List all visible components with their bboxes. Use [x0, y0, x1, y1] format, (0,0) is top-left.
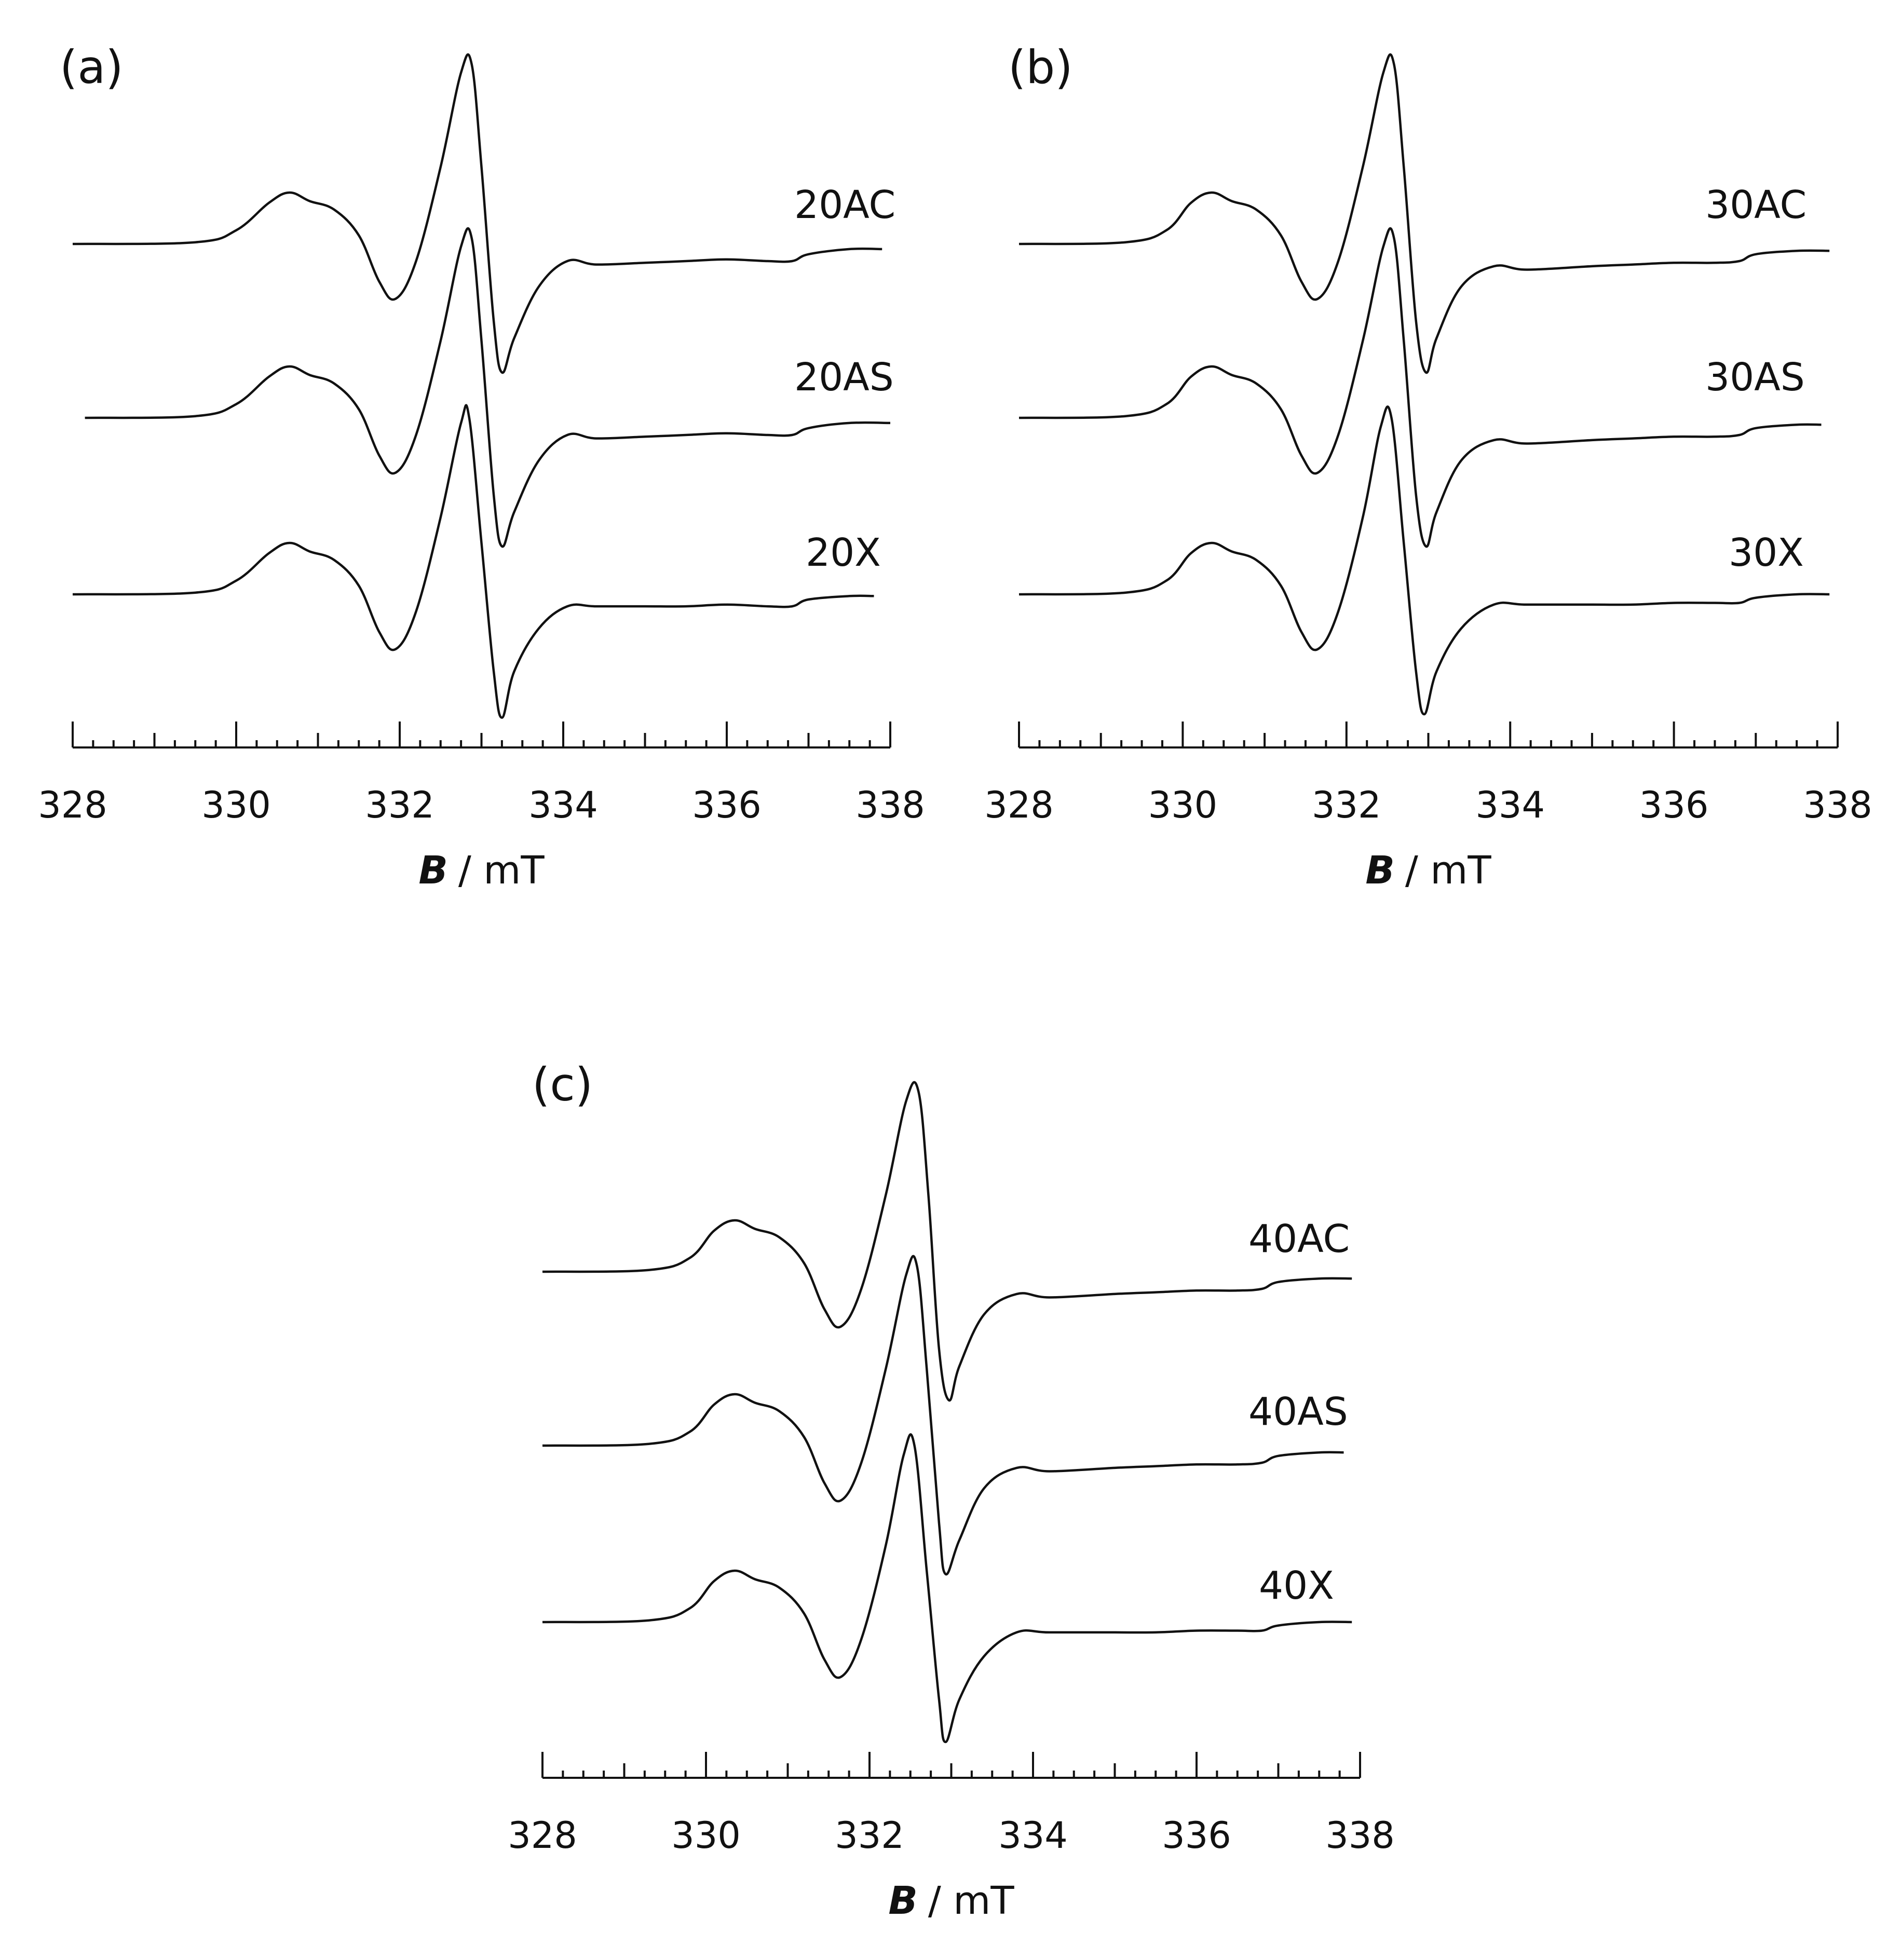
x-axis-symbol: B	[1365, 848, 1394, 893]
trace-40AS	[542, 1255, 1344, 1576]
trace-40AC	[542, 1081, 1352, 1402]
series-label-40AS: 40AS	[1248, 1390, 1348, 1434]
x-tick-label: 334	[528, 784, 598, 826]
x-axis-unit: / mT	[1405, 848, 1492, 893]
x-axis-title: B / mT	[888, 1879, 1014, 1923]
trace-40X	[542, 1433, 1352, 1744]
x-axis-symbol: B	[418, 848, 447, 893]
x-tick-label: 334	[1475, 784, 1545, 826]
series-label-20X: 20X	[806, 530, 881, 575]
series-label-40X: 40X	[1259, 1563, 1334, 1608]
panel-a: (a) 328 330 332 334 336 338 B / mT 20AC 20AS 20X	[38, 40, 925, 893]
x-tick-label: 332	[1312, 784, 1381, 826]
panel-b: (b) 328 330 332 334 336 338 B / mT 30AC 30AS 30X	[984, 40, 1872, 893]
trace-30X	[1018, 405, 1830, 716]
series-label-20AC: 20AC	[794, 183, 895, 227]
series-label-30AC: 30AC	[1705, 183, 1806, 227]
x-tick-label: 336	[1639, 784, 1709, 826]
trace-20X	[72, 404, 874, 719]
x-tick-label: 334	[998, 1814, 1068, 1857]
panel-label: (a)	[60, 40, 124, 94]
x-tick-label: 332	[365, 784, 434, 826]
x-axis-unit: / mT	[928, 1879, 1015, 1923]
panel-label: (c)	[532, 1058, 593, 1111]
x-tick-label: 338	[1325, 1814, 1395, 1857]
x-tick-label: 338	[1803, 784, 1872, 826]
x-tick-label: 338	[855, 784, 925, 826]
series-label-30X: 30X	[1729, 530, 1804, 575]
x-tick-label: 328	[984, 784, 1054, 826]
x-tick-label: 330	[1148, 784, 1218, 826]
x-tick-label: 332	[835, 1814, 904, 1857]
panel-label: (b)	[1008, 40, 1073, 94]
x-axis-title: B / mT	[1365, 848, 1491, 893]
x-tick-label: 336	[1162, 1814, 1231, 1857]
x-tick-label: 330	[671, 1814, 741, 1857]
x-axis-symbol: B	[888, 1879, 917, 1923]
trace-20AC	[72, 53, 882, 374]
x-tick-label: 328	[508, 1814, 577, 1857]
trace-30AC	[1018, 53, 1830, 374]
series-label-30AS: 30AS	[1705, 355, 1805, 400]
trace-30AS	[1018, 227, 1822, 548]
series-label-40AC: 40AC	[1248, 1217, 1350, 1261]
x-tick-label: 328	[38, 784, 107, 826]
x-tick-label: 336	[692, 784, 762, 826]
x-axis-title: B / mT	[418, 848, 545, 893]
series-label-20AS: 20AS	[794, 355, 894, 400]
trace-20AS	[85, 227, 891, 548]
x-tick-label: 330	[201, 784, 271, 826]
x-axis-unit: / mT	[458, 848, 545, 893]
panel-c: (c) 328 330 332 334 336 338 B / mT 40AC 40AS 40X	[508, 1058, 1395, 1923]
